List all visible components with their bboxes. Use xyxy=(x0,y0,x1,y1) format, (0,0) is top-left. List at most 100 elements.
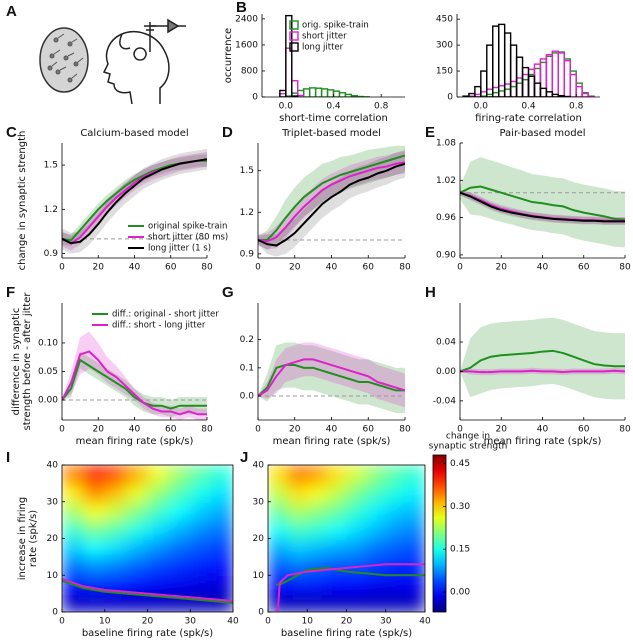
heatmap-cell xyxy=(147,556,170,576)
x-tick-label: 0 xyxy=(59,617,65,627)
histogram-bar xyxy=(527,75,536,97)
y-tick-label: 1.08 xyxy=(436,139,456,149)
y-tick-label: 1.2 xyxy=(240,208,254,218)
x-tick-label: 20 xyxy=(289,425,301,435)
heatmap-cell xyxy=(268,501,289,521)
x-axis-label: baseline firing rate (spk/s) xyxy=(281,628,412,639)
panel-label: B xyxy=(236,0,247,16)
y-axis-label: strength before - after jitter xyxy=(22,292,33,431)
heatmap-cell xyxy=(287,483,308,503)
x-tick-label: 30 xyxy=(380,617,392,627)
heatmap-cell xyxy=(405,538,425,558)
heatmap-cell xyxy=(326,483,347,503)
x-tick-label: 30 xyxy=(185,617,197,627)
heatmap-cell xyxy=(168,556,191,576)
heatmap-cell xyxy=(190,575,213,595)
x-tick-label: 60 xyxy=(165,425,177,435)
y-tick-label: 0.96 xyxy=(436,213,456,223)
heatmap-cell xyxy=(126,556,148,576)
heatmap-cell xyxy=(126,575,148,595)
x-tick-label: 80 xyxy=(399,263,411,273)
histogram-bar xyxy=(521,66,530,97)
heatmap-cell xyxy=(104,556,127,576)
x-axis-label: firing-rate correlation xyxy=(475,113,582,124)
heatmap-cell xyxy=(211,575,233,595)
x-tick-label: 20 xyxy=(289,263,301,273)
legend-swatch xyxy=(289,42,299,52)
colorbar-label: change in xyxy=(446,432,490,442)
heatmap-cell xyxy=(190,483,213,503)
histogram-bar xyxy=(539,61,548,97)
y-tick-label: 40 xyxy=(253,461,265,471)
legend-label: long jitter (1 s) xyxy=(148,244,211,254)
heatmap-cell xyxy=(147,483,170,503)
heatmap-cell xyxy=(211,501,233,521)
x-tick-label: 10 xyxy=(302,617,314,627)
contour-line xyxy=(62,579,233,604)
histogram-bar xyxy=(533,82,542,97)
y-tick-label: 0.10 xyxy=(38,338,58,348)
histogram-bar xyxy=(474,85,482,97)
heatmap-cell xyxy=(346,465,367,484)
heatmap-cell xyxy=(405,465,425,484)
heatmap-cell xyxy=(168,465,191,484)
histogram-bar xyxy=(285,14,293,97)
x-tick-label: 40 xyxy=(326,425,338,435)
heatmap-cell xyxy=(126,483,148,503)
panel-label: C xyxy=(6,124,17,141)
x-tick-label: 80 xyxy=(201,425,213,435)
plot-area xyxy=(460,157,625,248)
y-tick-label: 30 xyxy=(47,497,59,507)
y-axis-label: increase in firing xyxy=(17,497,28,581)
chart-title: Calcium-based model xyxy=(80,128,188,139)
colorbar-label: synaptic strength xyxy=(429,442,508,452)
histogram-bar xyxy=(468,92,476,97)
y-tick-label: 0.04 xyxy=(436,338,456,348)
x-tick-label: 0 xyxy=(255,425,261,435)
x-tick-label: 0.8 xyxy=(374,102,389,112)
legend-swatch xyxy=(289,20,299,30)
legend-label: diff.: original - short jitter xyxy=(112,310,219,320)
heatmap-cell xyxy=(126,538,148,558)
panel-label: G xyxy=(222,284,234,301)
heatmap-cell xyxy=(287,538,308,558)
x-axis-label: short-time correlation xyxy=(279,113,388,124)
data-line xyxy=(460,349,625,373)
colorbar-tick-label: 0.00 xyxy=(450,588,470,598)
heatmap-cell xyxy=(405,501,425,521)
y-tick-label: 1600 xyxy=(235,40,258,50)
x-tick-label: 10 xyxy=(99,617,111,627)
heatmap-cell xyxy=(190,501,213,521)
y-tick-label: 150 xyxy=(436,67,453,77)
confidence-band xyxy=(62,331,207,420)
heatmap-cell xyxy=(307,501,328,521)
histogram-bar xyxy=(575,82,583,97)
heatmap-cell xyxy=(126,520,148,539)
panel-label: H xyxy=(425,284,436,301)
heatmap-cell xyxy=(346,593,367,612)
y-tick-label: 0 xyxy=(252,93,258,103)
histogram-bar xyxy=(492,25,500,97)
histogram-bar xyxy=(563,58,571,97)
heatmap-cell xyxy=(211,520,233,539)
x-tick-label: 40 xyxy=(129,263,141,273)
heatmap-cell xyxy=(366,593,387,612)
heatmap-cell xyxy=(326,501,347,521)
plot-area xyxy=(268,465,425,612)
heatmap-cell xyxy=(83,556,106,576)
x-tick-label: 0.0 xyxy=(474,102,489,112)
heatmap-cell xyxy=(405,483,425,503)
heatmap-cell xyxy=(168,501,191,521)
x-axis-label: mean firing rate (spk/s) xyxy=(273,436,391,447)
histogram-bar xyxy=(503,88,512,97)
histogram-bar xyxy=(320,88,329,97)
heatmap-cell xyxy=(62,465,84,484)
heatmap-cell xyxy=(287,501,308,521)
data-line xyxy=(62,350,207,416)
histogram-bar xyxy=(509,85,518,97)
histogram-bar xyxy=(515,77,524,97)
y-tick-label: 0.9 xyxy=(240,249,255,259)
x-tick-label: 80 xyxy=(201,263,213,273)
y-axis-label: difference in synaptic xyxy=(11,308,22,416)
data-line xyxy=(258,162,405,247)
